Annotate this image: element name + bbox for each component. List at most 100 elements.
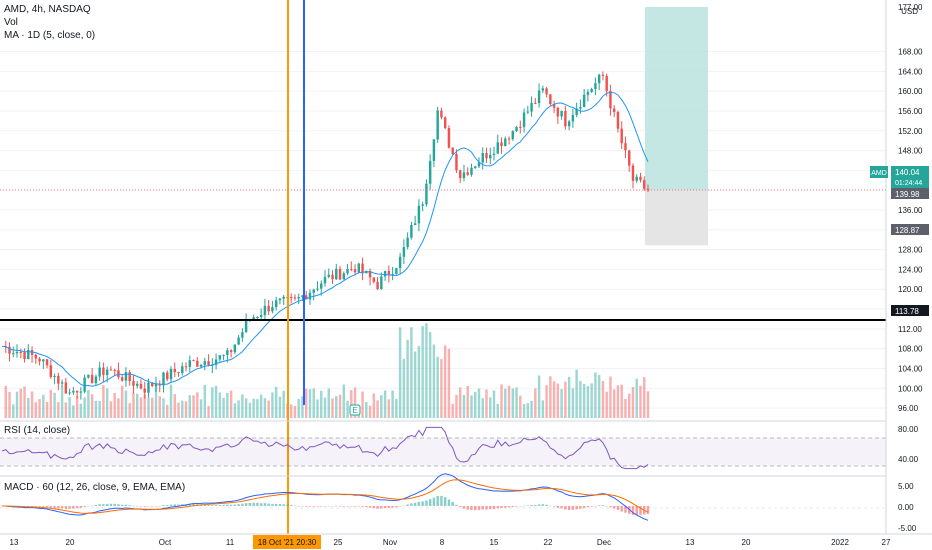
macd-hist-bar — [113, 503, 116, 506]
candle-body — [567, 121, 571, 127]
candle-body — [410, 225, 413, 238]
volume-bar — [49, 389, 53, 418]
macd-hist-bar — [560, 506, 563, 509]
macd-hist-bar — [537, 504, 541, 506]
volume-bar — [323, 397, 327, 418]
volume-bar — [87, 389, 90, 418]
last-price-badge: 140.04 01:24:44 — [891, 166, 929, 188]
volume-bar — [8, 392, 11, 418]
symbol-badge: AMD — [870, 166, 888, 178]
ma-line — [1, 91, 649, 387]
volume-bar — [365, 401, 368, 418]
macd-legend[interactable]: MACD · 60 (12, 26, close, 9, EMA, EMA) — [4, 482, 186, 493]
macd-hist-bar — [496, 506, 499, 509]
volume-bar — [635, 378, 638, 418]
volume-bar — [616, 385, 620, 418]
candle-body — [564, 110, 567, 127]
candle-body — [451, 147, 454, 154]
price-scale[interactable] — [886, 0, 932, 534]
candle-body — [492, 153, 496, 155]
candle-body — [556, 107, 560, 117]
macd-hist-bar — [320, 506, 323, 507]
rsi-tick: 40.00 — [898, 455, 919, 464]
macd-hist-bar — [612, 506, 616, 509]
macd-hist-bar — [83, 506, 86, 507]
volume-bar — [267, 400, 270, 418]
price-unit: USD — [901, 7, 918, 16]
volume-bar — [90, 394, 94, 418]
macd-hist-bar — [387, 506, 391, 508]
price-tick: 160.00 — [898, 87, 923, 96]
volume-bar — [184, 401, 188, 418]
earnings-marker[interactable]: E — [349, 404, 361, 416]
candle-body — [158, 384, 161, 386]
candle-body — [308, 292, 312, 300]
target-zone[interactable] — [645, 6, 708, 190]
volume-bar — [4, 385, 7, 418]
candle-body — [511, 131, 515, 140]
macd-hist-bar — [515, 506, 518, 507]
macd-hist-bar — [425, 500, 428, 506]
macd-hist-bar — [45, 506, 49, 508]
candle-body — [301, 295, 304, 298]
candle-body — [504, 138, 507, 146]
time-tick: 20 — [66, 538, 75, 547]
macd-hist-bar — [597, 505, 601, 506]
candle-body — [196, 360, 199, 367]
candle-body — [639, 176, 642, 181]
macd-hist-bar — [117, 504, 120, 506]
volume-bar — [624, 398, 627, 418]
volume-bar — [169, 384, 173, 418]
macd-hist-bar — [346, 506, 349, 507]
volume-bar — [173, 394, 176, 418]
candle-body — [316, 288, 319, 290]
volume-bar — [380, 395, 383, 418]
candle-body — [579, 107, 582, 109]
candle-body — [57, 375, 60, 384]
time-axis[interactable]: 13 20 Oct 11 25 Nov 8 15 22 Dec 13 20 2022 27 — [10, 538, 891, 547]
macd-hist-bar — [545, 504, 548, 506]
candle-body — [263, 305, 267, 315]
candle-body — [428, 160, 432, 184]
candle-body — [64, 382, 68, 394]
rsi-band — [0, 438, 886, 466]
volume-bar — [151, 397, 154, 418]
macd-hist-bar — [470, 506, 473, 511]
candle-body — [42, 359, 45, 362]
volume-bar — [526, 403, 530, 418]
candle-body — [530, 102, 533, 112]
macd-hist-bar — [620, 506, 623, 512]
volume-bar — [425, 323, 428, 418]
candle-body — [421, 204, 424, 206]
volume-bar — [534, 388, 537, 418]
price-tick: 164.00 — [898, 67, 923, 76]
price-tick: 108.00 — [898, 345, 923, 354]
rsi-legend[interactable]: RSI (14, close) — [4, 425, 71, 436]
volume-bar — [154, 385, 158, 418]
macd-hist-bar — [590, 506, 593, 507]
macd-hist-bar — [526, 505, 530, 506]
macd-hist-bar — [410, 503, 413, 506]
symbol-legend[interactable]: AMD, 4h, NASDAQ — [4, 4, 91, 15]
candle-body — [582, 94, 586, 108]
stop-zone[interactable] — [645, 189, 708, 246]
svg-text:140.04: 140.04 — [895, 168, 920, 177]
volume-bar — [229, 390, 233, 418]
volume-bar — [57, 402, 60, 418]
ma-legend[interactable]: MA · 1D (5, close, 0) — [4, 30, 96, 41]
volume-bar — [515, 387, 518, 418]
macd-hist-bar — [105, 503, 109, 506]
volume-bar — [560, 388, 563, 418]
macd-hist-bar — [135, 505, 139, 507]
candle-body — [597, 74, 601, 84]
candle-body — [609, 90, 612, 109]
candle-body — [331, 274, 334, 280]
candle-body — [586, 91, 590, 95]
candle-body — [425, 183, 428, 205]
volume-bar — [241, 394, 244, 418]
candles — [4, 71, 650, 400]
volume-bar — [436, 356, 439, 418]
volume-legend[interactable]: Vol — [4, 17, 18, 28]
volume-bar — [192, 395, 195, 418]
